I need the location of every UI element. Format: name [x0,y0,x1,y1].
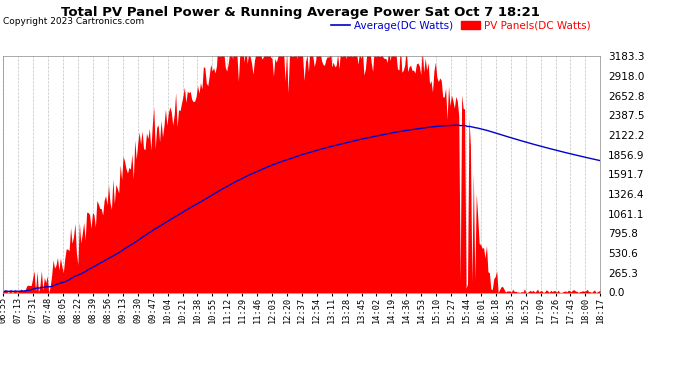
Text: Total PV Panel Power & Running Average Power Sat Oct 7 18:21: Total PV Panel Power & Running Average P… [61,6,540,19]
Text: Copyright 2023 Cartronics.com: Copyright 2023 Cartronics.com [3,17,145,26]
Legend: Average(DC Watts), PV Panels(DC Watts): Average(DC Watts), PV Panels(DC Watts) [327,16,595,35]
